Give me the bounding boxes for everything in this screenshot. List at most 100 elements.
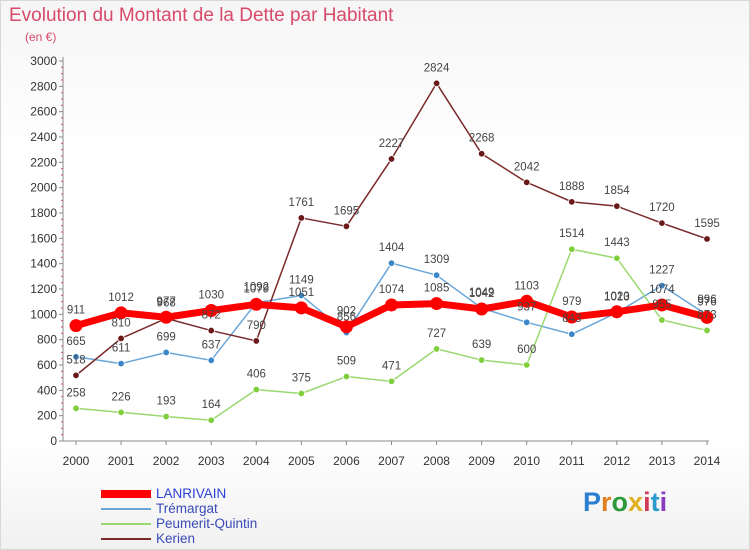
data-point	[204, 304, 218, 318]
legend-label: Kerien	[156, 531, 196, 546]
y-tick-label: 2600	[30, 105, 57, 119]
data-point	[252, 337, 260, 345]
data-point	[610, 305, 624, 319]
data-point	[159, 310, 173, 324]
y-tick-label: 600	[37, 358, 57, 372]
data-label: 977	[157, 296, 176, 308]
legend-swatch	[101, 508, 151, 510]
data-label: 1042	[469, 288, 495, 300]
x-tick-label: 2000	[63, 454, 90, 468]
data-label: 518	[66, 354, 85, 366]
data-point	[162, 412, 170, 421]
data-point	[72, 404, 80, 413]
data-point	[655, 298, 669, 312]
data-label: 976	[697, 296, 716, 308]
data-point	[658, 281, 666, 290]
data-label: 937	[517, 301, 536, 313]
data-point	[72, 371, 80, 380]
data-label: 600	[517, 344, 536, 356]
data-label: 1074	[649, 284, 675, 296]
data-point	[72, 353, 80, 361]
legend-swatch	[101, 523, 151, 525]
data-point	[568, 198, 576, 206]
data-label: 1720	[649, 202, 675, 214]
data-label: 2227	[379, 138, 405, 150]
data-label: 611	[112, 343, 130, 355]
data-label: 1149	[289, 274, 314, 286]
data-point	[432, 79, 441, 87]
data-label: 1085	[424, 283, 450, 295]
data-label: 1309	[424, 254, 450, 266]
data-point	[342, 222, 351, 230]
logo-letter: o	[611, 487, 629, 517]
y-tick-label: 1200	[30, 282, 57, 296]
data-point	[162, 348, 170, 357]
data-label: 164	[202, 399, 222, 411]
data-point	[568, 245, 576, 253]
proxiti-logo: Proxiti	[583, 487, 667, 518]
data-label: 1049	[469, 287, 495, 299]
data-point	[249, 297, 263, 311]
data-point	[703, 326, 711, 335]
data-label: 1695	[334, 205, 360, 217]
y-tick-label: 2200	[30, 155, 57, 169]
logo-letter: t	[650, 487, 660, 517]
legend-swatch	[101, 538, 151, 540]
logo-letter: i	[659, 487, 668, 517]
data-point	[432, 271, 441, 279]
data-point	[294, 301, 308, 315]
logo-letter: P	[583, 487, 602, 517]
legend-swatch	[101, 490, 151, 498]
data-point	[387, 259, 396, 267]
data-point	[207, 416, 215, 424]
data-label: 727	[427, 328, 446, 340]
data-point	[477, 356, 486, 364]
y-tick-label: 3000	[30, 54, 57, 68]
data-point	[520, 294, 534, 308]
data-label: 1854	[604, 185, 630, 197]
data-label: 226	[111, 391, 130, 403]
data-point	[207, 326, 215, 335]
data-label: 790	[247, 320, 266, 332]
data-point	[658, 219, 666, 227]
data-label: 810	[111, 317, 130, 329]
y-tick-label: 400	[37, 383, 57, 397]
data-label: 1020	[604, 291, 630, 303]
y-tick-label: 200	[37, 409, 57, 423]
chart-title: Evolution du Montant de la Dette par Hab…	[9, 5, 394, 26]
y-tick-label: 1000	[30, 307, 57, 321]
data-point	[565, 310, 579, 324]
y-tick-label: 1800	[30, 206, 57, 220]
data-label: 872	[202, 310, 221, 322]
data-label: 2042	[514, 161, 540, 173]
data-point	[523, 318, 531, 327]
data-label: 873	[697, 309, 716, 321]
y-tick-label: 2800	[30, 79, 57, 93]
data-label: 665	[66, 336, 85, 348]
data-point	[432, 345, 441, 353]
series-markers	[69, 79, 714, 424]
data-label: 856	[337, 312, 356, 324]
x-tick-label: 2008	[423, 454, 450, 468]
data-point	[658, 316, 666, 324]
data-label: 911	[67, 305, 85, 317]
data-label: 955	[652, 299, 671, 311]
logo-letter: i	[643, 487, 651, 517]
data-label: 699	[157, 331, 176, 343]
data-label: 1092	[243, 282, 269, 294]
data-label: 2268	[469, 133, 495, 145]
data-point	[117, 359, 125, 368]
chart-unit: (en €)	[25, 30, 57, 44]
legend-label: Trémargat	[156, 501, 218, 516]
data-label: 1012	[108, 292, 134, 304]
x-tick-label: 2007	[378, 454, 405, 468]
x-tick-label: 2001	[108, 454, 135, 468]
data-point	[385, 298, 398, 312]
x-tick-label: 2005	[288, 454, 315, 468]
x-tick-label: 2002	[153, 454, 180, 468]
data-label: 996	[697, 294, 716, 306]
legend-label: Peumerit-Quintin	[156, 516, 258, 531]
x-tick-label: 2006	[333, 454, 360, 468]
data-point	[342, 372, 351, 381]
